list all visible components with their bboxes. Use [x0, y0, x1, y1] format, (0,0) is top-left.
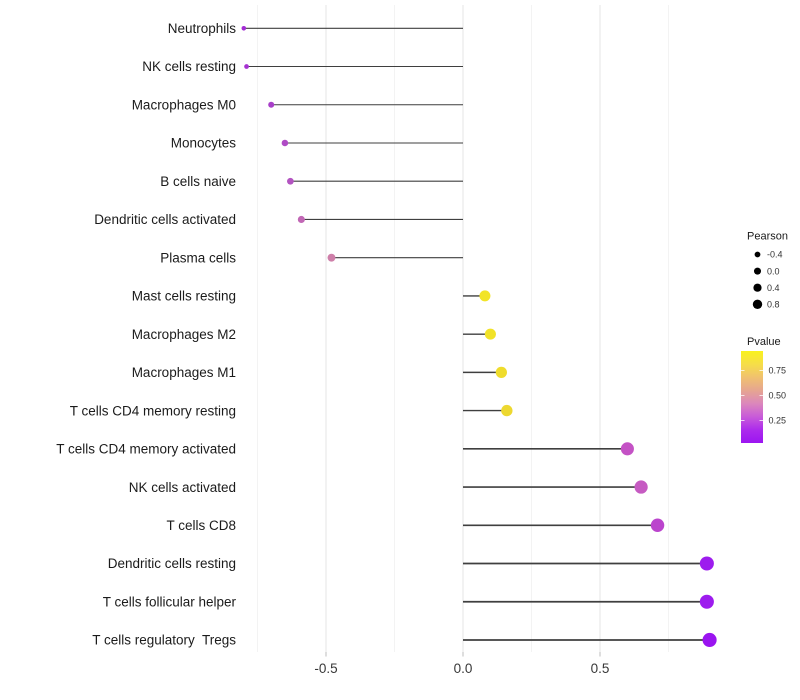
category-label: T cells CD4 memory activated: [56, 442, 236, 457]
category-label: Monocytes: [171, 136, 237, 151]
category-label: T cells regulatory Tregs: [92, 633, 236, 648]
legend-size-label: 0.8: [767, 300, 780, 310]
category-label: NK cells activated: [129, 480, 236, 495]
lollipop-dot: [620, 442, 634, 456]
lollipop-dot: [281, 139, 289, 147]
lollipop-dot: [702, 632, 717, 648]
legend-size-dot: [754, 251, 761, 258]
lollipop-dot: [287, 177, 294, 185]
lollipop-dot: [327, 253, 336, 262]
x-axis-tick-label: 0.0: [454, 661, 473, 676]
category-label: T cells follicular helper: [103, 594, 237, 609]
category-label: T cells CD8: [166, 518, 236, 533]
legend-pvalue-tick-label: 0.75: [769, 366, 787, 376]
lollipop-dot: [244, 64, 249, 69]
lollipop-dot: [699, 556, 714, 571]
category-label: Neutrophils: [168, 21, 237, 36]
lollipop-dot: [495, 366, 507, 379]
lollipop-dot: [650, 518, 665, 533]
category-label: Plasma cells: [160, 250, 236, 265]
category-label: Macrophages M2: [132, 327, 236, 342]
legend-size-label: -0.4: [767, 250, 783, 260]
lollipop-dot: [699, 594, 714, 609]
legend-size-label: 0.0: [767, 266, 780, 276]
category-label: Macrophages M1: [132, 365, 236, 380]
legend-pearson-title: Pearson: [747, 231, 788, 243]
legend-size-label: 0.4: [767, 283, 780, 293]
category-label: Macrophages M0: [132, 97, 236, 112]
category-label: T cells CD4 memory resting: [70, 403, 236, 418]
x-axis-tick-label: 0.5: [591, 661, 610, 676]
legend-size-dot: [754, 267, 761, 275]
legend-pvalue-tick-label: 0.50: [769, 391, 787, 401]
legend-pvalue-title: Pvalue: [747, 336, 781, 348]
legend-size-dot: [753, 283, 762, 292]
x-axis-tick-label: -0.5: [314, 661, 337, 676]
legend-size-dot: [752, 299, 763, 309]
lollipop-dot: [297, 215, 305, 223]
lollipop-dot: [241, 26, 247, 31]
category-label: Dendritic cells activated: [94, 212, 236, 227]
category-label: Mast cells resting: [132, 289, 236, 304]
category-label: Dendritic cells resting: [108, 556, 236, 571]
lollipop-dot: [479, 290, 491, 302]
category-label: B cells naive: [160, 174, 236, 189]
lollipop-dot: [501, 404, 513, 417]
lollipop-dot: [268, 101, 275, 108]
lollipop-dot: [484, 328, 496, 340]
legend-pvalue-colorbar: [741, 351, 763, 443]
legend-pvalue-tick-label: 0.25: [769, 416, 787, 426]
lollipop-dot: [634, 480, 648, 494]
category-label: NK cells resting: [142, 59, 236, 74]
